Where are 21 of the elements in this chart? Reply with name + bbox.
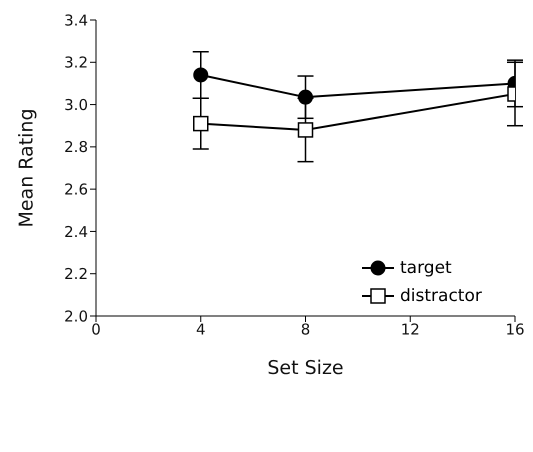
point (193, 67, 208, 82)
y-tick-label: 2.6 (64, 180, 88, 198)
x-tick-label: 8 (300, 320, 310, 339)
legend-label: target (400, 258, 452, 278)
x-tick-label: 0 (91, 320, 101, 339)
x-axis-title: Set Size (267, 357, 344, 379)
legend-label: distractor (400, 286, 482, 306)
y-tick-label: 2.2 (64, 265, 88, 284)
x-tick-label: 16 (505, 320, 525, 339)
point (193, 116, 208, 132)
y-tick-label: 3.2 (64, 54, 88, 72)
y-tick-label: 2.8 (64, 138, 88, 156)
y-tick-label: 3.4 (64, 11, 88, 30)
point (298, 90, 313, 105)
y-axis-title: Mean Rating (16, 108, 38, 228)
x-tick-label: 4 (196, 320, 206, 339)
x-tick-label: 12 (400, 320, 420, 339)
y-tick-label: 3.0 (64, 96, 88, 114)
point (298, 122, 314, 138)
y-tick-label: 2.0 (64, 307, 88, 326)
y-tick-label: 2.4 (64, 222, 88, 241)
